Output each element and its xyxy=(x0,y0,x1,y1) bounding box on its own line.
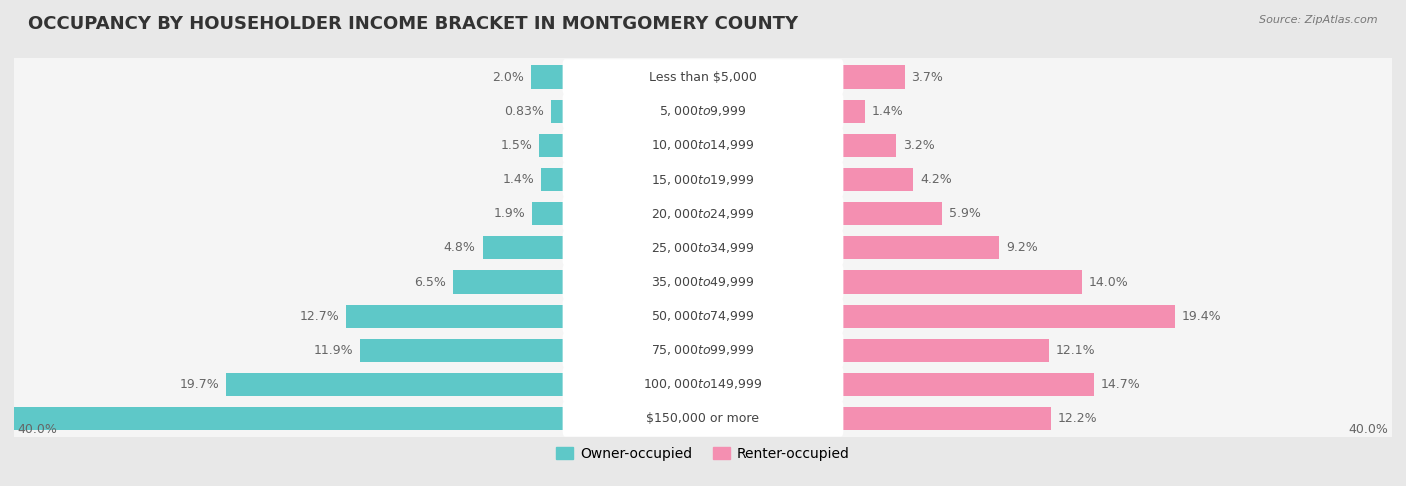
Bar xyxy=(841,66,904,89)
FancyBboxPatch shape xyxy=(13,84,1393,138)
Text: 1.4%: 1.4% xyxy=(502,173,534,186)
FancyBboxPatch shape xyxy=(562,127,844,163)
FancyBboxPatch shape xyxy=(13,255,1393,309)
Text: $10,000 to $14,999: $10,000 to $14,999 xyxy=(651,139,755,153)
Bar xyxy=(841,168,912,191)
Bar xyxy=(453,270,565,294)
Text: Less than $5,000: Less than $5,000 xyxy=(650,70,756,84)
Text: $75,000 to $99,999: $75,000 to $99,999 xyxy=(651,343,755,357)
Bar xyxy=(841,305,1175,328)
Text: 6.5%: 6.5% xyxy=(415,276,446,289)
FancyBboxPatch shape xyxy=(562,162,844,197)
Text: 40.0%: 40.0% xyxy=(1348,423,1389,436)
Text: $35,000 to $49,999: $35,000 to $49,999 xyxy=(651,275,755,289)
FancyBboxPatch shape xyxy=(13,153,1393,207)
FancyBboxPatch shape xyxy=(562,366,844,402)
Text: 40.0%: 40.0% xyxy=(17,423,58,436)
Text: $25,000 to $34,999: $25,000 to $34,999 xyxy=(651,241,755,255)
Bar xyxy=(360,339,565,362)
FancyBboxPatch shape xyxy=(562,332,844,368)
Text: 4.2%: 4.2% xyxy=(920,173,952,186)
Bar xyxy=(541,168,565,191)
Bar xyxy=(841,407,1050,430)
Bar xyxy=(841,100,865,123)
Text: 1.5%: 1.5% xyxy=(501,139,533,152)
Text: 14.7%: 14.7% xyxy=(1101,378,1140,391)
Text: 1.4%: 1.4% xyxy=(872,105,904,118)
FancyBboxPatch shape xyxy=(562,264,844,300)
Text: $15,000 to $19,999: $15,000 to $19,999 xyxy=(651,173,755,187)
Text: 19.7%: 19.7% xyxy=(180,378,219,391)
FancyBboxPatch shape xyxy=(562,298,844,334)
Text: 12.7%: 12.7% xyxy=(299,310,340,323)
Text: 12.1%: 12.1% xyxy=(1056,344,1095,357)
FancyBboxPatch shape xyxy=(13,119,1393,173)
FancyBboxPatch shape xyxy=(13,187,1393,241)
Bar xyxy=(841,339,1049,362)
Bar xyxy=(540,134,565,157)
FancyBboxPatch shape xyxy=(13,392,1393,446)
Bar xyxy=(841,236,1000,260)
Bar xyxy=(533,202,565,226)
Text: 4.8%: 4.8% xyxy=(444,242,475,254)
Text: Source: ZipAtlas.com: Source: ZipAtlas.com xyxy=(1260,15,1378,25)
Bar xyxy=(841,202,942,226)
Text: 12.2%: 12.2% xyxy=(1057,412,1098,425)
FancyBboxPatch shape xyxy=(562,93,844,129)
FancyBboxPatch shape xyxy=(13,358,1393,412)
Bar xyxy=(841,270,1083,294)
FancyBboxPatch shape xyxy=(562,401,844,436)
Bar xyxy=(226,373,565,396)
FancyBboxPatch shape xyxy=(562,230,844,266)
Bar xyxy=(551,100,565,123)
Text: 19.4%: 19.4% xyxy=(1182,310,1222,323)
Text: 3.2%: 3.2% xyxy=(903,139,935,152)
Bar xyxy=(346,305,565,328)
Bar xyxy=(841,373,1094,396)
Bar xyxy=(0,407,565,430)
Text: $5,000 to $9,999: $5,000 to $9,999 xyxy=(659,104,747,118)
Text: $150,000 or more: $150,000 or more xyxy=(647,412,759,425)
Text: 1.9%: 1.9% xyxy=(494,207,526,220)
Text: $100,000 to $149,999: $100,000 to $149,999 xyxy=(644,378,762,391)
FancyBboxPatch shape xyxy=(562,59,844,95)
Text: OCCUPANCY BY HOUSEHOLDER INCOME BRACKET IN MONTGOMERY COUNTY: OCCUPANCY BY HOUSEHOLDER INCOME BRACKET … xyxy=(28,15,799,33)
Text: 5.9%: 5.9% xyxy=(949,207,981,220)
Text: 0.83%: 0.83% xyxy=(505,105,544,118)
FancyBboxPatch shape xyxy=(13,323,1393,377)
Text: 3.7%: 3.7% xyxy=(911,70,943,84)
Text: 14.0%: 14.0% xyxy=(1088,276,1129,289)
Bar xyxy=(482,236,565,260)
FancyBboxPatch shape xyxy=(13,221,1393,275)
Legend: Owner-occupied, Renter-occupied: Owner-occupied, Renter-occupied xyxy=(557,447,849,461)
Bar xyxy=(531,66,565,89)
Text: 11.9%: 11.9% xyxy=(314,344,353,357)
Text: 9.2%: 9.2% xyxy=(1007,242,1038,254)
Text: 2.0%: 2.0% xyxy=(492,70,524,84)
Text: $50,000 to $74,999: $50,000 to $74,999 xyxy=(651,309,755,323)
FancyBboxPatch shape xyxy=(562,196,844,232)
Text: $20,000 to $24,999: $20,000 to $24,999 xyxy=(651,207,755,221)
FancyBboxPatch shape xyxy=(13,50,1393,104)
FancyBboxPatch shape xyxy=(13,289,1393,343)
Bar xyxy=(841,134,896,157)
